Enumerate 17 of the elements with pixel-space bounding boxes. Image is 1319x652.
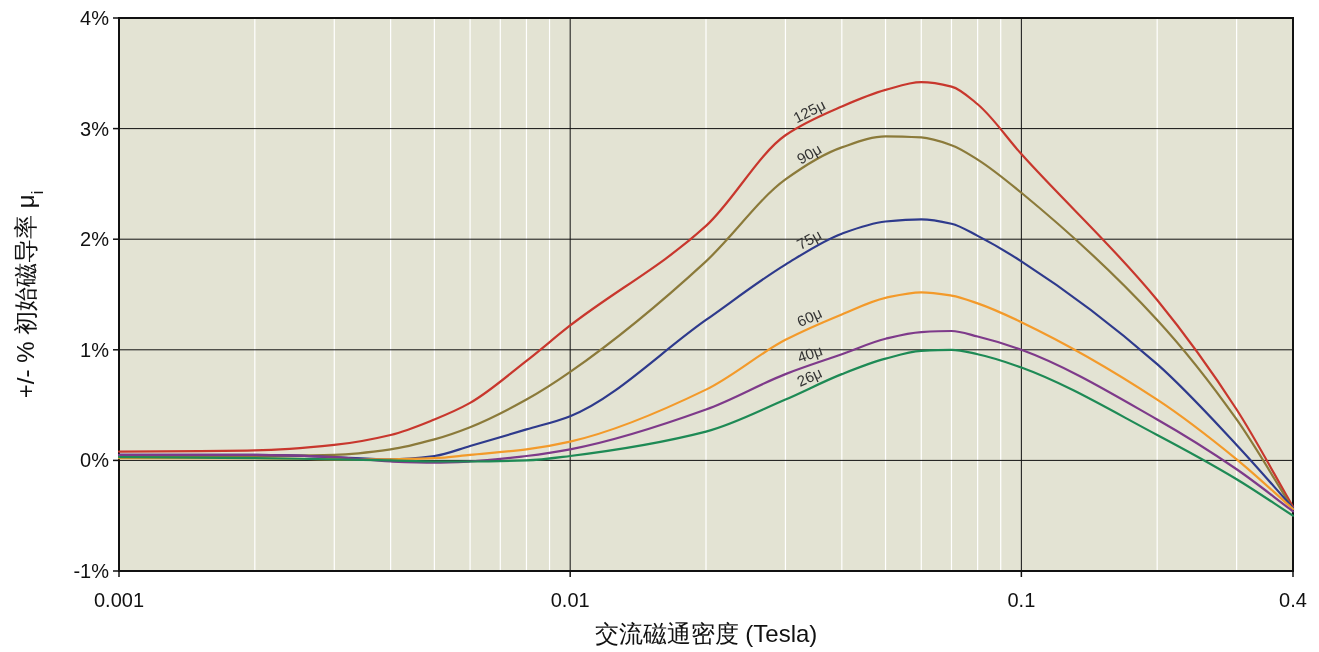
x-axis-title: 交流磁通密度 (Tesla) [594, 620, 818, 647]
y-tick-label: 4% [80, 7, 110, 29]
text: 40μ [795, 341, 825, 366]
x-tick-label: 0.1 [1007, 589, 1036, 611]
y-tick-label: 2% [80, 228, 110, 251]
x-tick-label: 0.01 [550, 589, 590, 611]
text: 90μ [793, 140, 825, 168]
text: 75μ [793, 225, 825, 253]
y-tick-label: 0% [80, 449, 110, 472]
text: 125μ [790, 95, 829, 127]
x-tick-label: 0.4 [1279, 589, 1307, 611]
text: 60μ [794, 304, 825, 330]
x-tick-label: 0.001 [93, 589, 145, 611]
y-tick-label: -1% [73, 560, 110, 582]
y-tick-label: 1% [80, 338, 110, 361]
text: 26μ [794, 363, 825, 390]
y-tick-label: 3% [80, 117, 110, 140]
